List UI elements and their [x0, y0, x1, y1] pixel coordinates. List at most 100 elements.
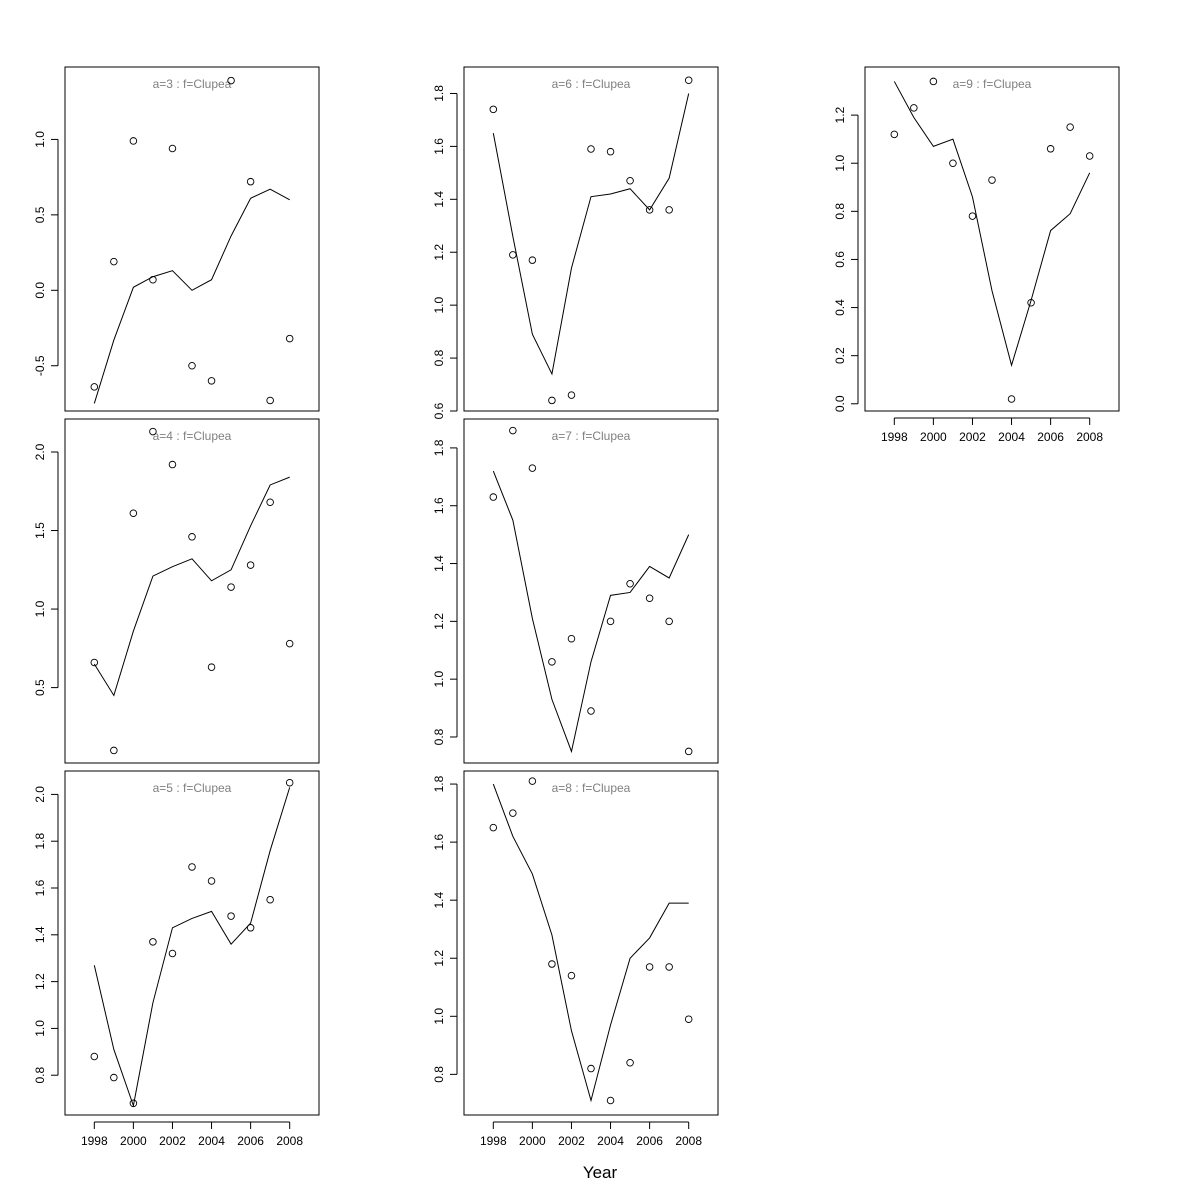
y-tick-label: 1.0 — [432, 671, 446, 688]
data-point — [90, 1052, 99, 1061]
data-point — [665, 617, 673, 626]
y-tick-label: 0.8 — [33, 1067, 47, 1084]
y-tick-label: 1.4 — [432, 191, 446, 208]
y-tick-label: 0.5 — [33, 679, 47, 696]
x-tick-label: 1998 — [81, 1134, 108, 1148]
x-tick-label: 2000 — [920, 430, 947, 444]
data-point — [266, 396, 274, 405]
data-point — [227, 76, 235, 85]
data-point — [567, 634, 576, 643]
plot-frame — [64, 418, 320, 764]
panel-3: a=6 : f=Clupea 0.6 0.8 1.0 1.2 1.4 1.6 1.8 — [432, 66, 719, 419]
y-tick-label: 1.0 — [432, 1008, 446, 1025]
data-point — [246, 924, 255, 932]
panel-title: a=4 : f=Clupea — [153, 429, 232, 443]
y-tick-label: 1.2 — [33, 973, 47, 990]
data-point — [890, 130, 899, 139]
y-tick-label: 1.2 — [432, 613, 446, 630]
panel-title: a=3 : f=Clupea — [153, 77, 232, 91]
y-tick-label: 1.6 — [33, 879, 47, 896]
y-tick-label: 1.0 — [33, 1020, 47, 1037]
data-point — [1007, 395, 1016, 403]
data-point — [266, 895, 274, 904]
y-tick-label: 0.8 — [432, 728, 446, 745]
plot-frame — [64, 770, 320, 1116]
panel-title: a=8 : f=Clupea — [552, 781, 631, 795]
y-tick-label: -0.5 — [33, 355, 47, 376]
data-point — [929, 77, 938, 86]
data-point — [587, 1064, 595, 1073]
data-point — [567, 391, 576, 399]
y-tick-label: 1.4 — [432, 892, 446, 909]
data-point — [509, 809, 517, 817]
data-point — [188, 361, 196, 370]
x-tick-label: 2006 — [636, 1134, 663, 1148]
data-point — [1085, 152, 1094, 160]
panel-title: a=9 : f=Clupea — [953, 77, 1032, 91]
data-point — [110, 746, 118, 755]
y-tick-label: 1.6 — [432, 497, 446, 514]
panel-0: a=3 : f=Clupea -0.5 0.0 0.5 1.0 — [33, 66, 320, 412]
data-point — [188, 533, 196, 541]
data-point — [988, 176, 996, 184]
y-tick-label: 0.6 — [833, 251, 847, 268]
x-tick-label: 2004 — [198, 1134, 225, 1148]
data-point — [110, 1073, 118, 1082]
y-tick-label: 0.0 — [833, 395, 847, 412]
y-tick-label: 1.2 — [833, 106, 847, 123]
data-point — [285, 778, 294, 787]
y-tick-label: 1.6 — [432, 833, 446, 850]
y-tick-label: 0.5 — [33, 206, 47, 223]
panel-5: a=8 : f=Clupea 0.8 1.0 1.2 1.4 1.6 1.8 1998 2000… — [432, 770, 719, 1148]
panel-title: a=6 : f=Clupea — [552, 77, 631, 91]
data-point — [567, 971, 576, 980]
data-point — [129, 137, 138, 145]
data-point — [227, 912, 235, 920]
data-point — [968, 212, 977, 220]
data-point — [129, 1099, 138, 1108]
x-tick-label: 2002 — [159, 1134, 186, 1148]
data-point — [509, 426, 517, 435]
data-point — [489, 105, 498, 114]
data-point — [1066, 123, 1074, 131]
data-point — [626, 580, 634, 588]
y-tick-label: 2.0 — [33, 443, 47, 460]
data-point — [1046, 145, 1055, 153]
data-point — [949, 159, 957, 167]
data-point — [207, 663, 216, 671]
data-point — [207, 877, 216, 885]
data-point — [645, 963, 654, 971]
panel-title: a=7 : f=Clupea — [552, 429, 631, 443]
data-point — [90, 658, 99, 667]
data-point — [548, 658, 556, 666]
x-tick-label: 2008 — [1076, 430, 1103, 444]
data-point — [626, 1058, 634, 1067]
data-point — [548, 396, 556, 405]
plot-frame — [463, 770, 719, 1116]
fitted-line — [93, 787, 291, 1108]
data-point — [606, 1096, 615, 1105]
data-point — [528, 777, 537, 785]
y-tick-label: 1.2 — [432, 950, 446, 967]
y-tick-label: 0.6 — [432, 402, 446, 419]
panel-title: a=5 : f=Clupea — [153, 781, 232, 795]
y-tick-label: 0.8 — [833, 203, 847, 220]
data-point — [684, 76, 693, 84]
data-point — [129, 509, 138, 517]
x-axis-label: Year — [583, 1163, 618, 1182]
x-tick-label: 2000 — [120, 1134, 147, 1148]
fitted-line — [492, 783, 689, 1103]
y-tick-label: 2.0 — [33, 786, 47, 803]
data-point — [665, 206, 673, 214]
data-point — [266, 498, 274, 507]
x-tick-label: 2000 — [519, 1134, 546, 1148]
y-tick-label: 1.5 — [33, 522, 47, 539]
y-tick-label: 1.8 — [33, 833, 47, 850]
data-point — [587, 707, 595, 715]
data-point — [168, 144, 177, 153]
data-point — [684, 747, 693, 756]
data-point — [168, 949, 177, 958]
y-tick-label: 1.8 — [432, 85, 446, 102]
data-point — [285, 334, 294, 343]
